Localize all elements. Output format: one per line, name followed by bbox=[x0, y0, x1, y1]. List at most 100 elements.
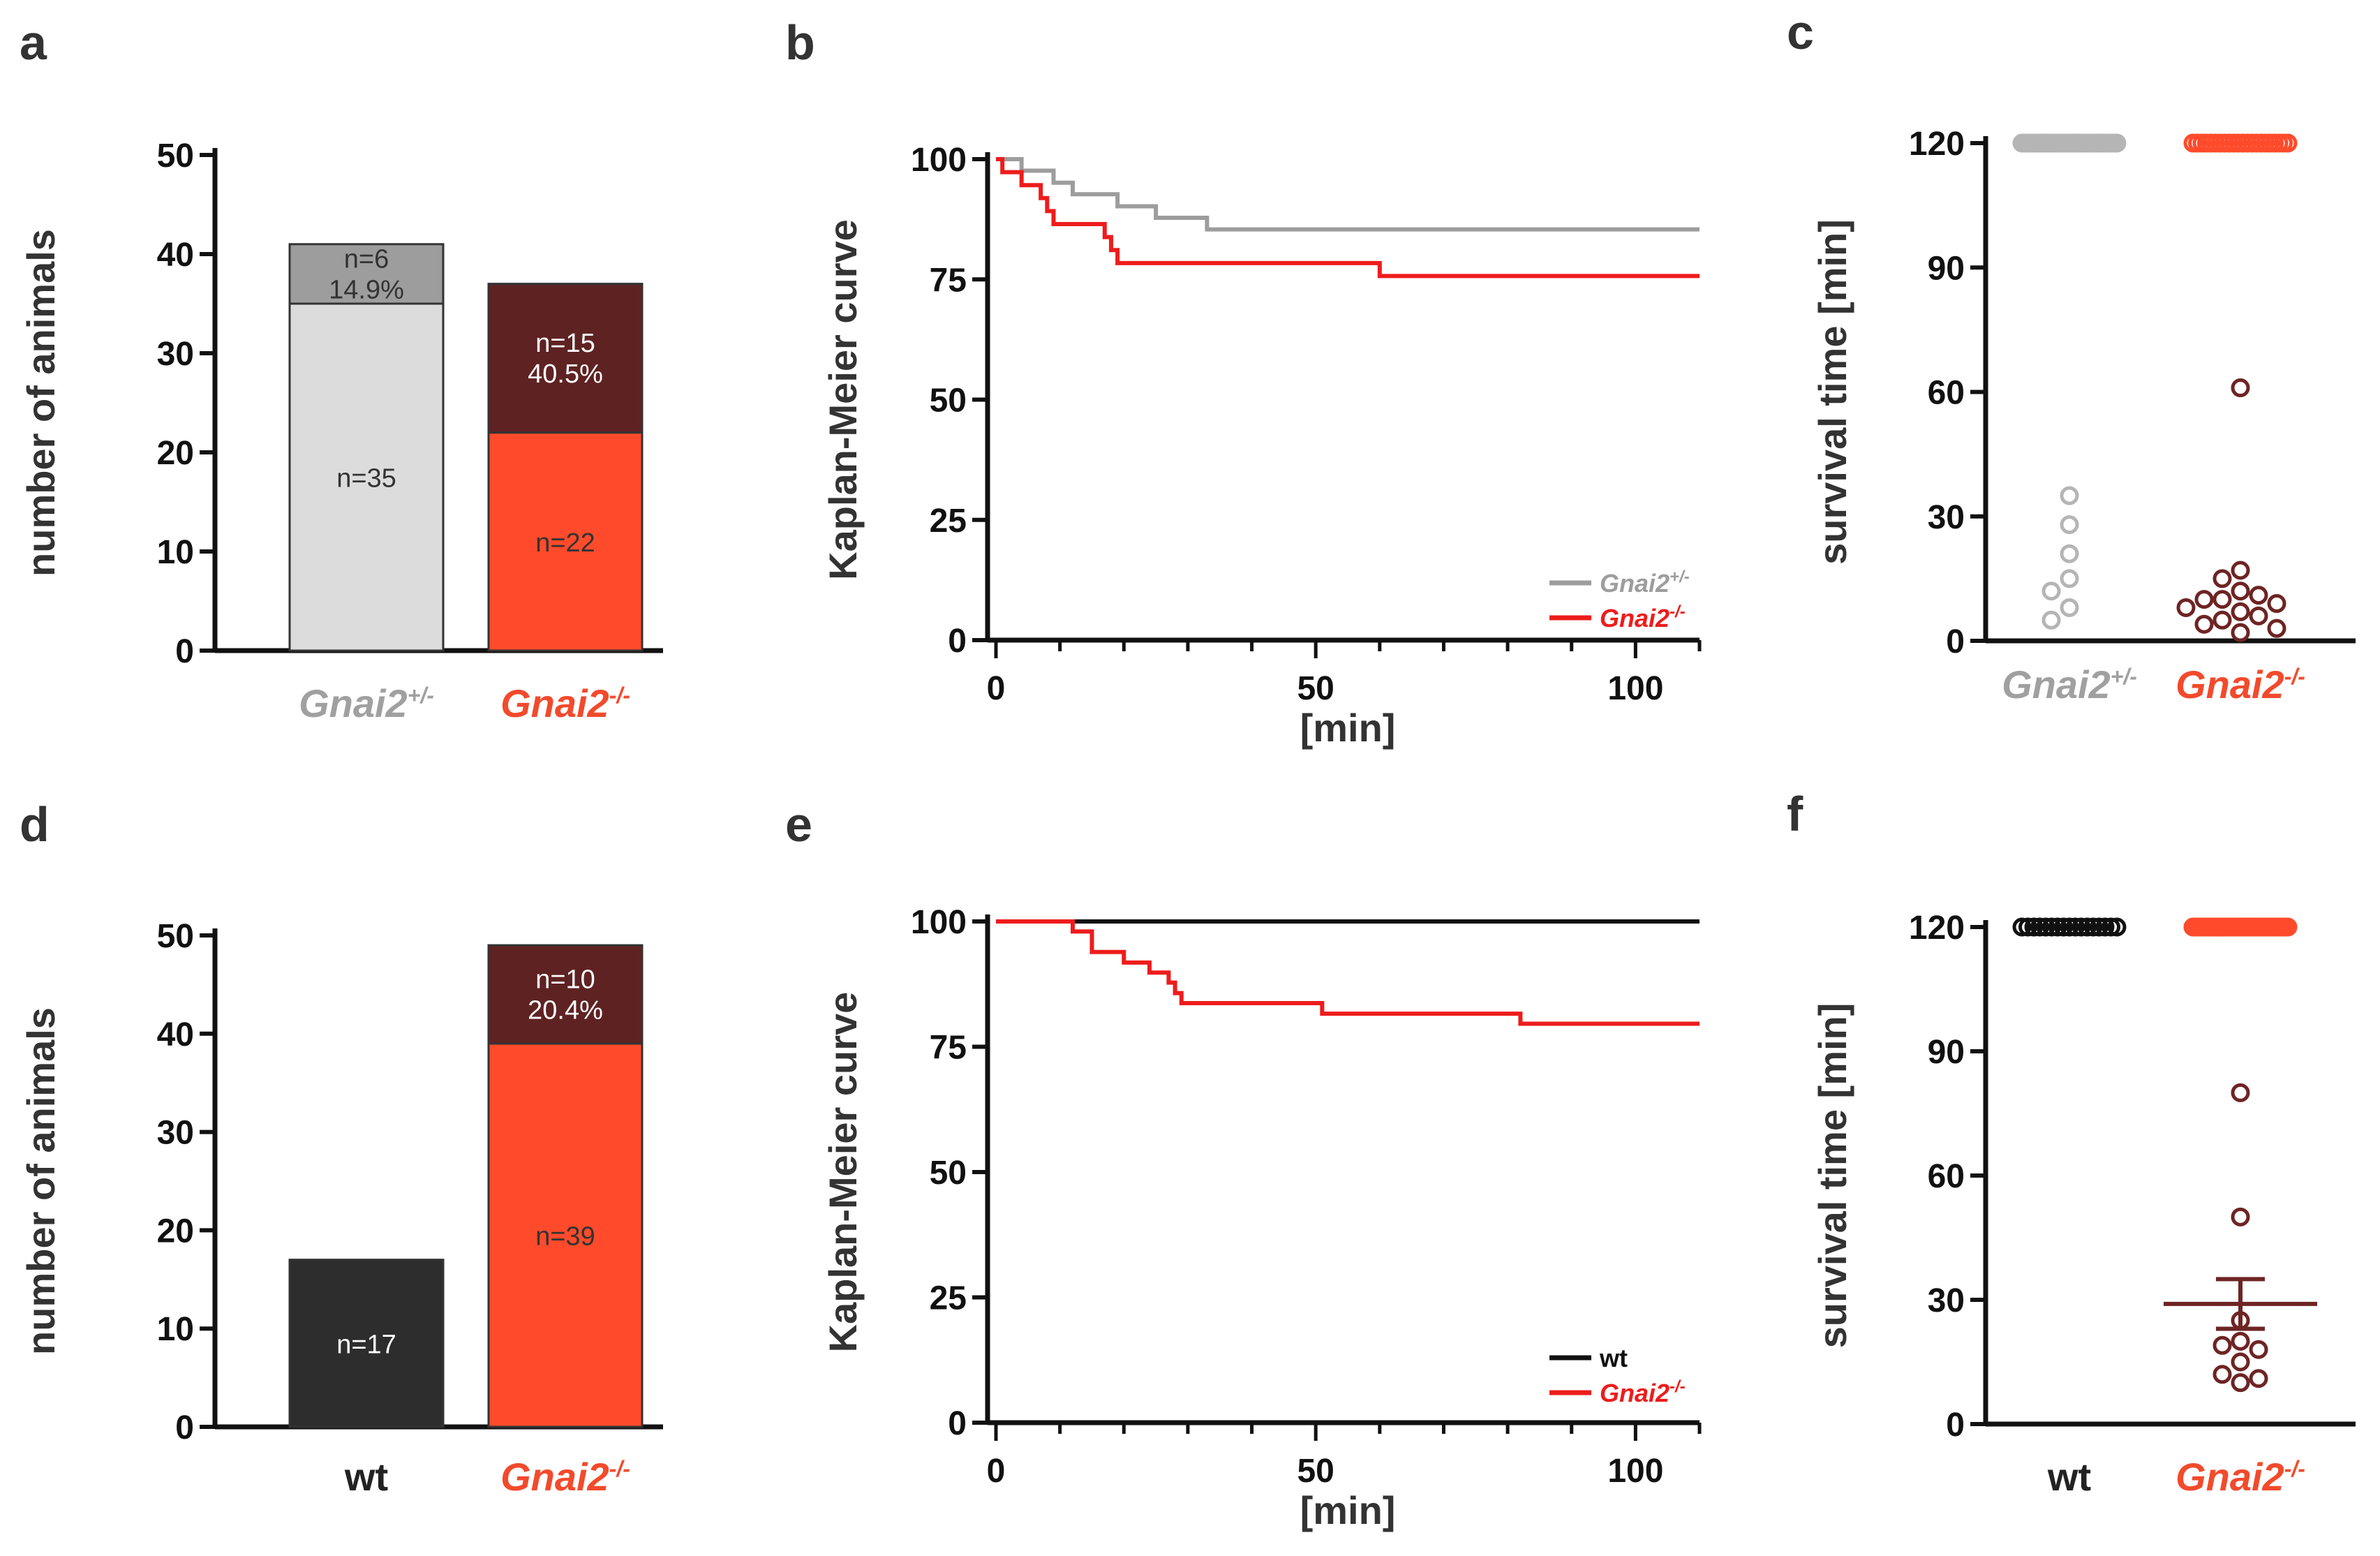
km-chart-e: 0 25 50 75 100 Kaplan-Meier curve 0 50 100 [min] w… bbox=[821, 904, 1702, 1532]
bar-data-label: n=35 bbox=[336, 464, 396, 494]
bar-data-label: n=39 bbox=[535, 1222, 595, 1251]
y-tick-label: 100 bbox=[911, 142, 967, 179]
panel-label-a: a bbox=[20, 15, 47, 70]
y-tick-label: 50 bbox=[930, 383, 967, 420]
y-tick-label: 30 bbox=[157, 1115, 194, 1152]
scatter-point bbox=[2078, 917, 2097, 937]
y-tick-label: 20 bbox=[157, 435, 194, 472]
scatter-point bbox=[2212, 1335, 2232, 1355]
x-category-label: Gnai2-/- bbox=[500, 1455, 630, 1499]
x-category-label: wt bbox=[344, 1455, 388, 1499]
x-category-label: Gnai2+/- bbox=[299, 681, 434, 725]
y-tick-label: 50 bbox=[930, 1155, 967, 1192]
y-tick-label: 75 bbox=[930, 262, 967, 299]
y-axis-label: Kaplan-Meier curve bbox=[821, 992, 865, 1353]
x-axis-label: [min] bbox=[1300, 706, 1396, 750]
y-tick-label: 100 bbox=[911, 904, 967, 941]
x-category-label: Gnai2-/- bbox=[500, 681, 630, 725]
y-tick-label: 0 bbox=[1946, 1407, 1965, 1444]
scatter-point bbox=[2060, 515, 2079, 535]
x-tick-label: 0 bbox=[987, 1453, 1006, 1490]
panel-label-b: b bbox=[785, 15, 815, 70]
scatter-point bbox=[2249, 606, 2268, 625]
y-tick-label: 30 bbox=[1928, 499, 1965, 536]
x-category-label: wt bbox=[2047, 1455, 2091, 1499]
legend-label: wt bbox=[1599, 1344, 1628, 1372]
y-tick-label: 40 bbox=[157, 237, 194, 274]
legend-label: Gnai2+/- bbox=[1600, 568, 1690, 598]
y-tick-label: 90 bbox=[1928, 250, 1965, 287]
y-tick-label: 10 bbox=[157, 1311, 194, 1348]
legend-label: Gnai2-/- bbox=[1600, 1377, 1686, 1407]
y-tick-label: 30 bbox=[1928, 1282, 1965, 1319]
y-tick-label: 50 bbox=[157, 138, 194, 175]
y-tick-label: 0 bbox=[948, 623, 967, 660]
scatter-point bbox=[2267, 618, 2286, 638]
bar-survived bbox=[487, 431, 644, 652]
scatter-chart-f: 0 30 60 90 120 survival time [min] wt Gnai2-/- bbox=[1810, 910, 2356, 1499]
y-tick-label: 0 bbox=[175, 1409, 194, 1446]
scatter-point bbox=[2231, 581, 2250, 601]
bar-data-label: n=17 bbox=[336, 1330, 396, 1359]
scatter-point bbox=[2066, 917, 2085, 937]
panel-label-e: e bbox=[785, 797, 812, 852]
scatter-point bbox=[2212, 1365, 2232, 1384]
y-tick-label: 75 bbox=[930, 1030, 967, 1067]
scatter-point bbox=[2231, 561, 2250, 580]
y-tick-label: 120 bbox=[1909, 910, 1965, 947]
bar-survived bbox=[288, 1259, 445, 1428]
bar-died bbox=[487, 944, 644, 1045]
scatter-point bbox=[2212, 610, 2232, 630]
y-axis-label: survival time [min] bbox=[1810, 1003, 1854, 1349]
bar-data-label: n=15 bbox=[535, 329, 595, 358]
y-axis-label: Kaplan-Meier curve bbox=[821, 219, 865, 580]
y-tick-label: 10 bbox=[157, 534, 194, 571]
y-tick-label: 0 bbox=[1946, 623, 1965, 660]
y-axis-label: number of animals bbox=[19, 1007, 63, 1355]
km-series-line bbox=[996, 157, 1700, 232]
bar-survived bbox=[288, 302, 445, 652]
scatter-point bbox=[2231, 1373, 2250, 1393]
scatter-point bbox=[2231, 378, 2250, 398]
scatter-point bbox=[2249, 1369, 2268, 1388]
bar-data-label: 14.9% bbox=[329, 275, 404, 304]
panel-label-d: d bbox=[20, 797, 50, 852]
legend-label: Gnai2-/- bbox=[1600, 602, 1686, 632]
y-axis-label: number of animals bbox=[19, 229, 63, 577]
y-tick-label: 50 bbox=[157, 918, 194, 955]
y-axis-label: survival time [min] bbox=[1810, 219, 1854, 565]
bar-survived bbox=[487, 1042, 644, 1428]
x-tick-label: 50 bbox=[1297, 1453, 1334, 1490]
scatter-point bbox=[2048, 917, 2067, 937]
scatter-point bbox=[2231, 602, 2250, 621]
scatter-point bbox=[2107, 133, 2127, 153]
scatter-point bbox=[2194, 590, 2214, 609]
scatter-point bbox=[2231, 1083, 2250, 1102]
scatter-point bbox=[2042, 917, 2061, 937]
bar-data-label: 20.4% bbox=[528, 995, 603, 1025]
x-tick-label: 100 bbox=[1607, 670, 1663, 707]
scatter-point bbox=[2024, 917, 2044, 937]
km-series-line bbox=[996, 157, 1700, 279]
scatter-point bbox=[2041, 581, 2061, 601]
scatter-point bbox=[2054, 917, 2073, 937]
scatter-point bbox=[2041, 610, 2061, 630]
x-tick-label: 0 bbox=[987, 670, 1006, 707]
bar-data-label: n=10 bbox=[535, 965, 595, 994]
scatter-point bbox=[2060, 544, 2079, 563]
scatter-point bbox=[2060, 598, 2079, 617]
y-tick-label: 30 bbox=[157, 336, 194, 373]
scatter-point bbox=[2194, 614, 2214, 634]
x-category-label: Gnai2-/- bbox=[2176, 1455, 2305, 1499]
scatter-point bbox=[2212, 590, 2232, 609]
scatter-point bbox=[2249, 586, 2268, 605]
bar-data-label: 40.5% bbox=[528, 360, 603, 389]
scatter-point bbox=[2231, 1352, 2250, 1372]
scatter-point bbox=[2030, 917, 2049, 937]
y-tick-label: 25 bbox=[930, 1280, 967, 1317]
y-tick-label: 90 bbox=[1928, 1034, 1965, 1071]
scatter-point bbox=[2072, 917, 2091, 937]
x-category-label: Gnai2-/- bbox=[2176, 662, 2305, 706]
scatter-point bbox=[2095, 917, 2115, 937]
